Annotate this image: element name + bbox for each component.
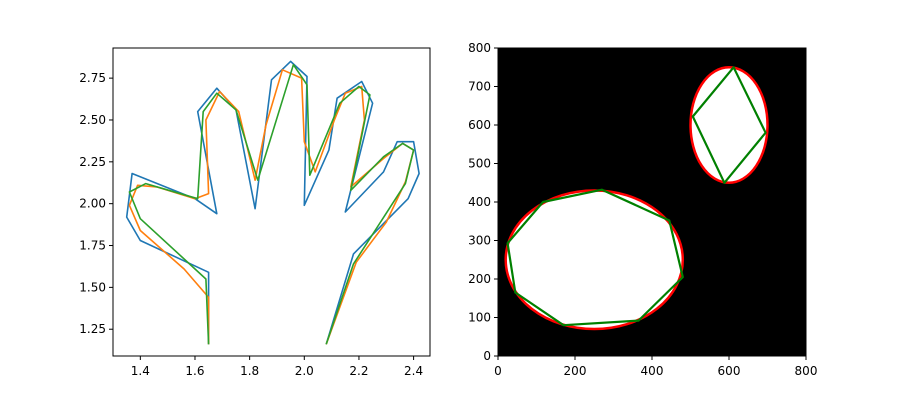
right-x-tick-label: 200 xyxy=(564,364,587,378)
left-y-tick-label: 1.75 xyxy=(79,239,106,253)
left-y-tick-label: 1.25 xyxy=(79,322,106,336)
left-series-group xyxy=(125,60,420,345)
left-series-line-2 xyxy=(128,63,415,345)
right-shapes-group xyxy=(504,66,769,331)
right-x-tick-label: 600 xyxy=(718,364,741,378)
right-contour-ellipse-0 xyxy=(504,189,685,331)
right-y-tick-label: 500 xyxy=(468,157,491,171)
left-x-tick-label: 2.4 xyxy=(404,364,423,378)
right-y-tick-label: 700 xyxy=(468,80,491,94)
left-x-tick-label: 1.8 xyxy=(240,364,259,378)
left-plot: 1.4 1.6 1.8 2.0 2.2 2.4 1.25 1.50 1.75 2.00 2.25 2… xyxy=(79,47,431,378)
left-y-tick-label: 2.25 xyxy=(79,155,106,169)
right-y-tick-label: 200 xyxy=(468,272,491,286)
right-approx-polygon-0 xyxy=(506,188,684,327)
left-y-tick-label: 2.75 xyxy=(79,71,106,85)
left-x-tick-label: 2.2 xyxy=(349,364,368,378)
right-y-tick-label: 300 xyxy=(468,234,491,248)
right-x-axis: 0 200 400 600 800 xyxy=(494,356,817,378)
left-x-axis: 1.4 1.6 1.8 2.0 2.2 2.4 xyxy=(131,356,423,378)
right-x-tick-label: 400 xyxy=(641,364,664,378)
right-y-tick-label: 0 xyxy=(483,349,491,363)
right-plot: 0 200 400 600 800 0 100 200 300 400 500 600 700 800 xyxy=(468,41,817,378)
left-x-tick-label: 1.4 xyxy=(131,364,150,378)
left-series-line-0 xyxy=(125,60,420,345)
left-x-tick-label: 1.6 xyxy=(185,364,204,378)
left-y-tick-label: 1.50 xyxy=(79,280,106,294)
left-x-tick-label: 2.0 xyxy=(295,364,314,378)
right-approx-polygon-1 xyxy=(691,66,767,184)
right-y-tick-label: 100 xyxy=(468,311,491,325)
right-y-tick-label: 600 xyxy=(468,118,491,132)
right-contour-ellipse-1 xyxy=(689,66,769,184)
right-y-tick-label: 800 xyxy=(468,41,491,55)
right-y-tick-label: 400 xyxy=(468,195,491,209)
left-y-tick-label: 2.50 xyxy=(79,113,106,127)
left-y-tick-label: 2.00 xyxy=(79,197,106,211)
right-y-axis: 0 100 200 300 400 500 600 700 800 xyxy=(468,41,498,363)
right-x-tick-label: 800 xyxy=(795,364,818,378)
right-x-tick-label: 0 xyxy=(494,364,502,378)
left-axes-frame xyxy=(112,47,431,357)
left-y-axis: 1.25 1.50 1.75 2.00 2.25 2.50 2.75 xyxy=(79,71,113,336)
